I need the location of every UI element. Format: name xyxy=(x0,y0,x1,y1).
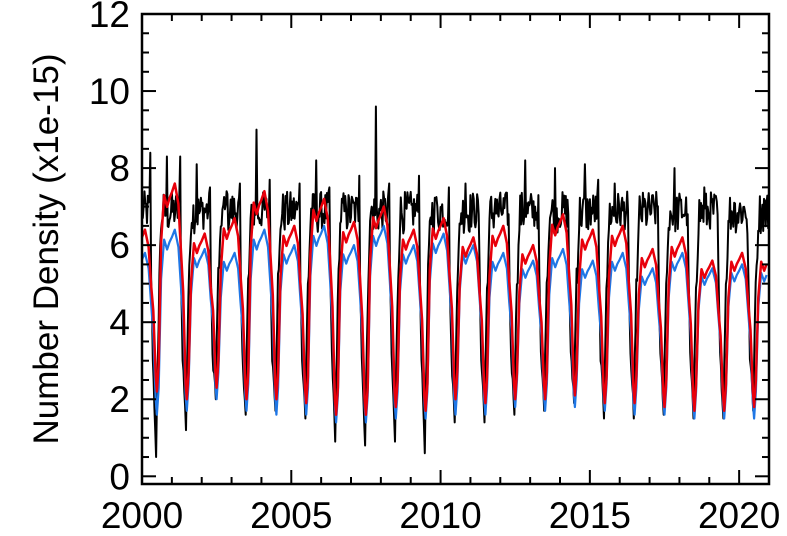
y-tick-label: 2 xyxy=(109,379,130,420)
x-tick-label: 2015 xyxy=(549,495,631,536)
y-tick-label: 4 xyxy=(109,302,130,343)
series-layer xyxy=(140,105,770,458)
series-line-red xyxy=(140,182,768,416)
y-tick-label: 10 xyxy=(89,71,130,112)
x-tick-label: 2005 xyxy=(250,495,332,536)
tick-layer: 2000 2005 2010 2015 2020 0 2 4 6 8 10 12 xyxy=(89,0,780,536)
y-tick-label: 8 xyxy=(109,148,130,189)
y-axis-title: Number Density (x1e-15) xyxy=(27,54,66,445)
y-tick-label: 12 xyxy=(89,0,130,35)
y-tick-label: 6 xyxy=(109,225,130,266)
x-tick-label: 2000 xyxy=(101,495,183,536)
y-tick-label: 0 xyxy=(109,456,130,497)
plot-frame xyxy=(140,12,771,486)
x-tick-label: 2020 xyxy=(698,495,780,536)
x-tick-label: 2010 xyxy=(399,495,481,536)
